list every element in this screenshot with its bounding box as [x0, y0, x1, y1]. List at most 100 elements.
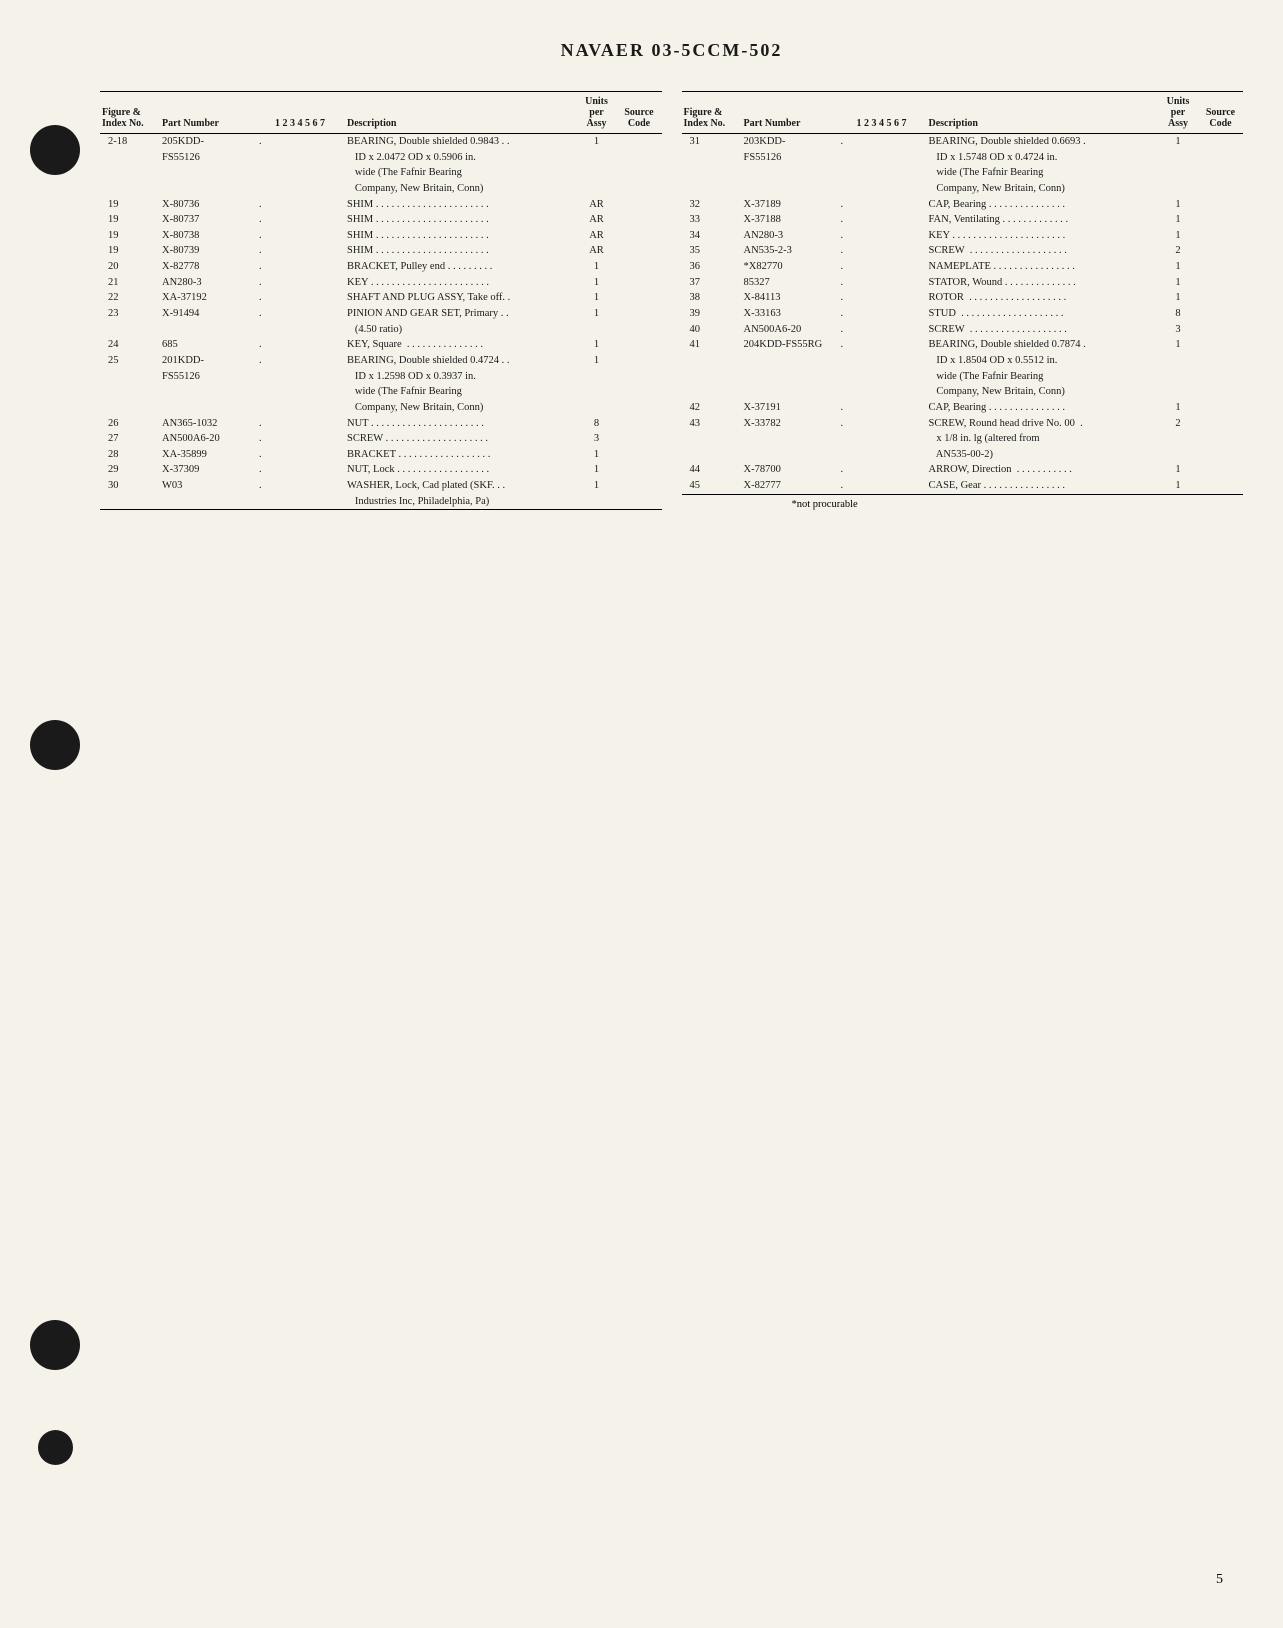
units-cell: 1	[577, 337, 617, 353]
indent-cell	[837, 165, 927, 181]
figure-cell: 41	[682, 337, 742, 353]
units-cell	[577, 322, 617, 338]
units-cell: 1	[1158, 197, 1198, 213]
col-header-source: Source Code	[617, 92, 662, 134]
part-number-cell: X-80737	[160, 212, 255, 228]
table-row: FS55126 ID x 2.0472 OD x 0.5906 in.	[100, 150, 662, 166]
description-cell: SHIM . . . . . . . . . . . . . . . . . .…	[345, 212, 577, 228]
table-body-right: 31203KDD-.BEARING, Double shielded 0.669…	[682, 134, 1244, 495]
figure-cell: 35	[682, 243, 742, 259]
source-code-cell	[1198, 400, 1243, 416]
description-cell: BEARING, Double shielded 0.6693 .	[927, 134, 1159, 150]
units-cell: 1	[577, 306, 617, 322]
source-code-cell	[617, 243, 662, 259]
table-row: 33X-37188.FAN, Ventilating . . . . . . .…	[682, 212, 1244, 228]
description-cell: FAN, Ventilating . . . . . . . . . . . .…	[927, 212, 1159, 228]
punch-hole-icon	[30, 125, 80, 175]
description-cell: BRACKET . . . . . . . . . . . . . . . . …	[345, 447, 577, 463]
part-number-cell	[742, 165, 837, 181]
table-row: ID x 1.8504 OD x 0.5512 in.	[682, 353, 1244, 369]
description-cell: STUD . . . . . . . . . . . . . . . . . .…	[927, 306, 1159, 322]
source-code-cell	[1198, 369, 1243, 385]
description-cell: CASE, Gear . . . . . . . . . . . . . . .…	[927, 478, 1159, 494]
figure-cell	[100, 181, 160, 197]
figure-cell	[100, 369, 160, 385]
table-row: 19X-80736.SHIM . . . . . . . . . . . . .…	[100, 197, 662, 213]
table-row: wide (The Fafnir Bearing	[100, 165, 662, 181]
units-cell: 2	[1158, 416, 1198, 432]
col-header-source: Source Code	[1198, 92, 1243, 134]
col-header-indent: 1 2 3 4 5 6 7	[255, 92, 345, 134]
source-code-cell	[1198, 197, 1243, 213]
description-cell: KEY, Square . . . . . . . . . . . . . . …	[345, 337, 577, 353]
figure-cell: 33	[682, 212, 742, 228]
indent-cell: .	[837, 416, 927, 432]
indent-cell	[255, 369, 345, 385]
units-cell	[1158, 431, 1198, 447]
indent-cell: .	[255, 228, 345, 244]
figure-cell	[100, 322, 160, 338]
units-cell: 1	[577, 259, 617, 275]
figure-cell: 30	[100, 478, 160, 494]
part-number-cell	[742, 384, 837, 400]
units-cell: 8	[1158, 306, 1198, 322]
source-code-cell	[617, 416, 662, 432]
figure-cell	[682, 165, 742, 181]
units-cell: 3	[1158, 322, 1198, 338]
source-code-cell	[1198, 290, 1243, 306]
description-cell: KEY . . . . . . . . . . . . . . . . . . …	[927, 228, 1159, 244]
units-cell: 1	[1158, 478, 1198, 494]
table-row: 22XA-37192.SHAFT AND PLUG ASSY, Take off…	[100, 290, 662, 306]
figure-cell	[100, 494, 160, 510]
units-cell: 1	[577, 290, 617, 306]
figure-cell	[682, 353, 742, 369]
part-number-cell: X-78700	[742, 462, 837, 478]
parts-table-right: Figure & Index No. Part Number 1 2 3 4 5…	[682, 91, 1244, 495]
part-number-cell	[160, 181, 255, 197]
source-code-cell	[617, 353, 662, 369]
description-cell: SHAFT AND PLUG ASSY, Take off. .	[345, 290, 577, 306]
part-number-cell: 204KDD-FS55RG	[742, 337, 837, 353]
table-row: 39X-33163.STUD . . . . . . . . . . . . .…	[682, 306, 1244, 322]
left-table-column: Figure & Index No. Part Number 1 2 3 4 5…	[100, 91, 662, 514]
part-number-cell: X-91494	[160, 306, 255, 322]
indent-cell: .	[255, 306, 345, 322]
units-cell	[1158, 369, 1198, 385]
part-number-cell: AN535-2-3	[742, 243, 837, 259]
source-code-cell	[1198, 337, 1243, 353]
description-cell: Industries Inc, Philadelphia, Pa)	[345, 494, 577, 510]
indent-cell: .	[837, 462, 927, 478]
tables-container: Figure & Index No. Part Number 1 2 3 4 5…	[100, 91, 1243, 514]
units-cell: 1	[1158, 337, 1198, 353]
table-row: 34AN280-3.KEY . . . . . . . . . . . . . …	[682, 228, 1244, 244]
units-cell: AR	[577, 197, 617, 213]
page-number: 5	[1216, 1572, 1223, 1588]
description-cell: STATOR, Wound . . . . . . . . . . . . . …	[927, 275, 1159, 291]
table-row: Company, New Britain, Conn)	[682, 384, 1244, 400]
part-number-cell: XA-37192	[160, 290, 255, 306]
description-cell: BEARING, Double shielded 0.7874 .	[927, 337, 1159, 353]
units-cell	[577, 150, 617, 166]
indent-cell	[837, 353, 927, 369]
table-row: Industries Inc, Philadelphia, Pa)	[100, 494, 662, 510]
table-row: 44X-78700.ARROW, Direction . . . . . . .…	[682, 462, 1244, 478]
table-row: x 1/8 in. lg (altered from	[682, 431, 1244, 447]
table-row: 3785327.STATOR, Wound . . . . . . . . . …	[682, 275, 1244, 291]
right-table-column: Figure & Index No. Part Number 1 2 3 4 5…	[682, 91, 1244, 514]
units-cell	[1158, 181, 1198, 197]
figure-cell: 27	[100, 431, 160, 447]
part-number-cell: AN365-1032	[160, 416, 255, 432]
table-row: 30W03.WASHER, Lock, Cad plated (SKF. . .…	[100, 478, 662, 494]
table-row: 19X-80738.SHIM . . . . . . . . . . . . .…	[100, 228, 662, 244]
source-code-cell	[1198, 134, 1243, 150]
description-cell: Company, New Britain, Conn)	[345, 400, 577, 416]
source-code-cell	[1198, 181, 1243, 197]
figure-cell: 19	[100, 243, 160, 259]
figure-cell: 39	[682, 306, 742, 322]
document-header: NAVAER 03-5CCM-502	[100, 40, 1243, 61]
source-code-cell	[617, 400, 662, 416]
units-cell: 1	[577, 447, 617, 463]
col-header-figure: Figure & Index No.	[682, 92, 742, 134]
footnote-text: *not procurable	[682, 495, 1244, 514]
source-code-cell	[1198, 165, 1243, 181]
